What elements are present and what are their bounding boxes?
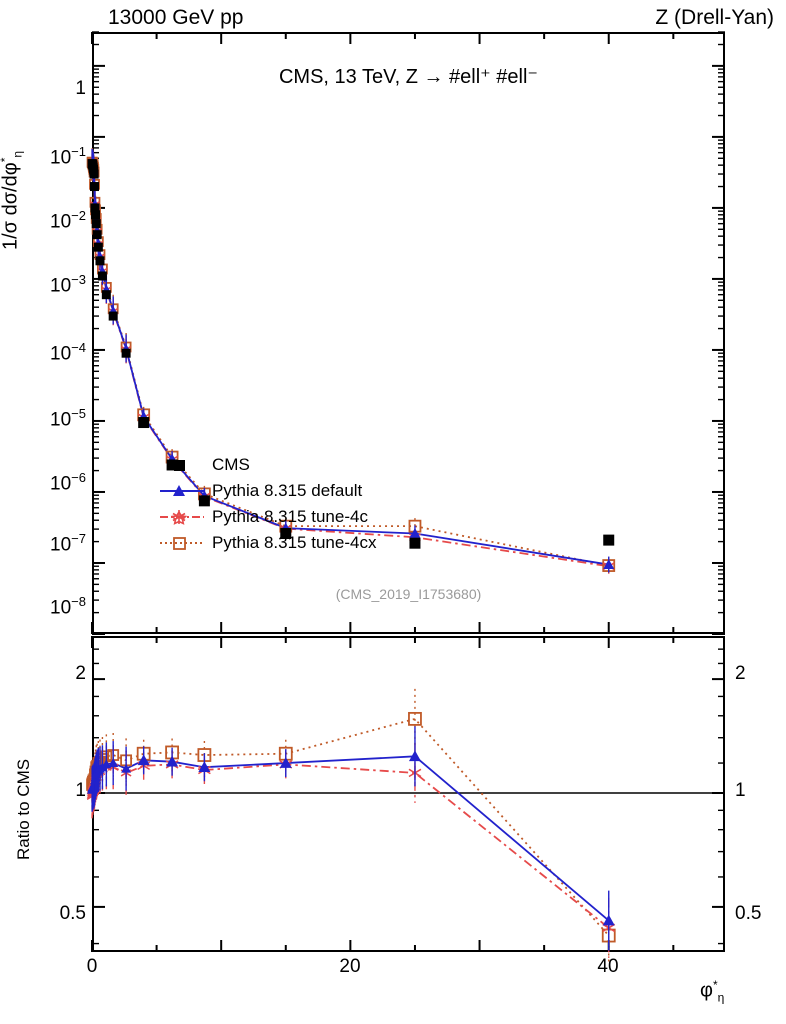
- legend-label-tune4cx: Pythia 8.315 tune-4cx: [212, 533, 377, 552]
- legend-label-cms: CMS: [212, 455, 250, 474]
- legend-item-default[interactable]: Pythia 8.315 default: [160, 478, 376, 504]
- y-tick-6: 10−6: [50, 470, 86, 495]
- x-axis-label: φ*η: [700, 978, 725, 1005]
- y-tick-1: 10−1: [50, 144, 86, 169]
- main-plot-canvas: [86, 31, 725, 635]
- cms-marker-icon: [160, 455, 204, 475]
- default-marker-icon: [160, 481, 204, 501]
- y-tick-0: 1: [75, 78, 86, 99]
- legend-item-tune4cx[interactable]: Pythia 8.315 tune-4cx: [160, 530, 376, 556]
- ratio-y-tick-05-right: 0.5: [735, 903, 762, 924]
- y-tick-2: 10−2: [50, 208, 86, 233]
- main-plot-frame: [92, 32, 725, 634]
- ratio-plot-canvas: [86, 636, 725, 966]
- y-tick-5: 10−5: [50, 406, 86, 431]
- y-tick-7: 10−7: [50, 531, 86, 556]
- tune4cx-marker-icon: [160, 533, 204, 553]
- x-tick-40: 40: [597, 956, 619, 977]
- ratio-y-tick-2-right: 2: [735, 663, 746, 684]
- y-tick-3: 10−3: [50, 272, 86, 297]
- tune4c-marker-icon: [160, 507, 204, 527]
- header-beam-info: 13000 GeV pp: [108, 6, 244, 29]
- ratio-y-tick-labels-right: 2 1 0.5: [729, 0, 785, 1024]
- x-tick-0: 0: [86, 956, 98, 977]
- ratio-y-tick-05: 0.5: [59, 903, 86, 924]
- x-tick-20: 20: [339, 956, 361, 977]
- legend: CMS Pythia 8.315 default Pythia 8.315 tu…: [160, 452, 376, 556]
- legend-label-default: Pythia 8.315 default: [212, 481, 363, 500]
- ratio-y-tick-1-right: 1: [735, 780, 746, 801]
- y-tick-4: 10−4: [50, 340, 86, 365]
- ratio-y-tick-2: 2: [75, 663, 86, 684]
- plot-title: CMS, 13 TeV, Z → #ell⁺ #ell⁻: [278, 66, 538, 88]
- y-tick-labels: 1 10−1 10−2 10−3 10−4 10−5 10−6 10−7 10−…: [0, 0, 86, 1024]
- legend-item-cms[interactable]: CMS: [160, 452, 376, 478]
- analysis-watermark: (CMS_2019_I1753680): [335, 586, 482, 602]
- legend-item-tune4c[interactable]: Pythia 8.315 tune-4c: [160, 504, 376, 530]
- legend-label-tune4c: Pythia 8.315 tune-4c: [212, 507, 368, 526]
- header-process-info: Z (Drell-Yan): [655, 6, 774, 29]
- y-tick-8: 10−8: [50, 594, 86, 619]
- ratio-y-tick-1: 1: [75, 780, 86, 801]
- ratio-y-tick-labels: 2 1 0.5: [0, 0, 86, 1024]
